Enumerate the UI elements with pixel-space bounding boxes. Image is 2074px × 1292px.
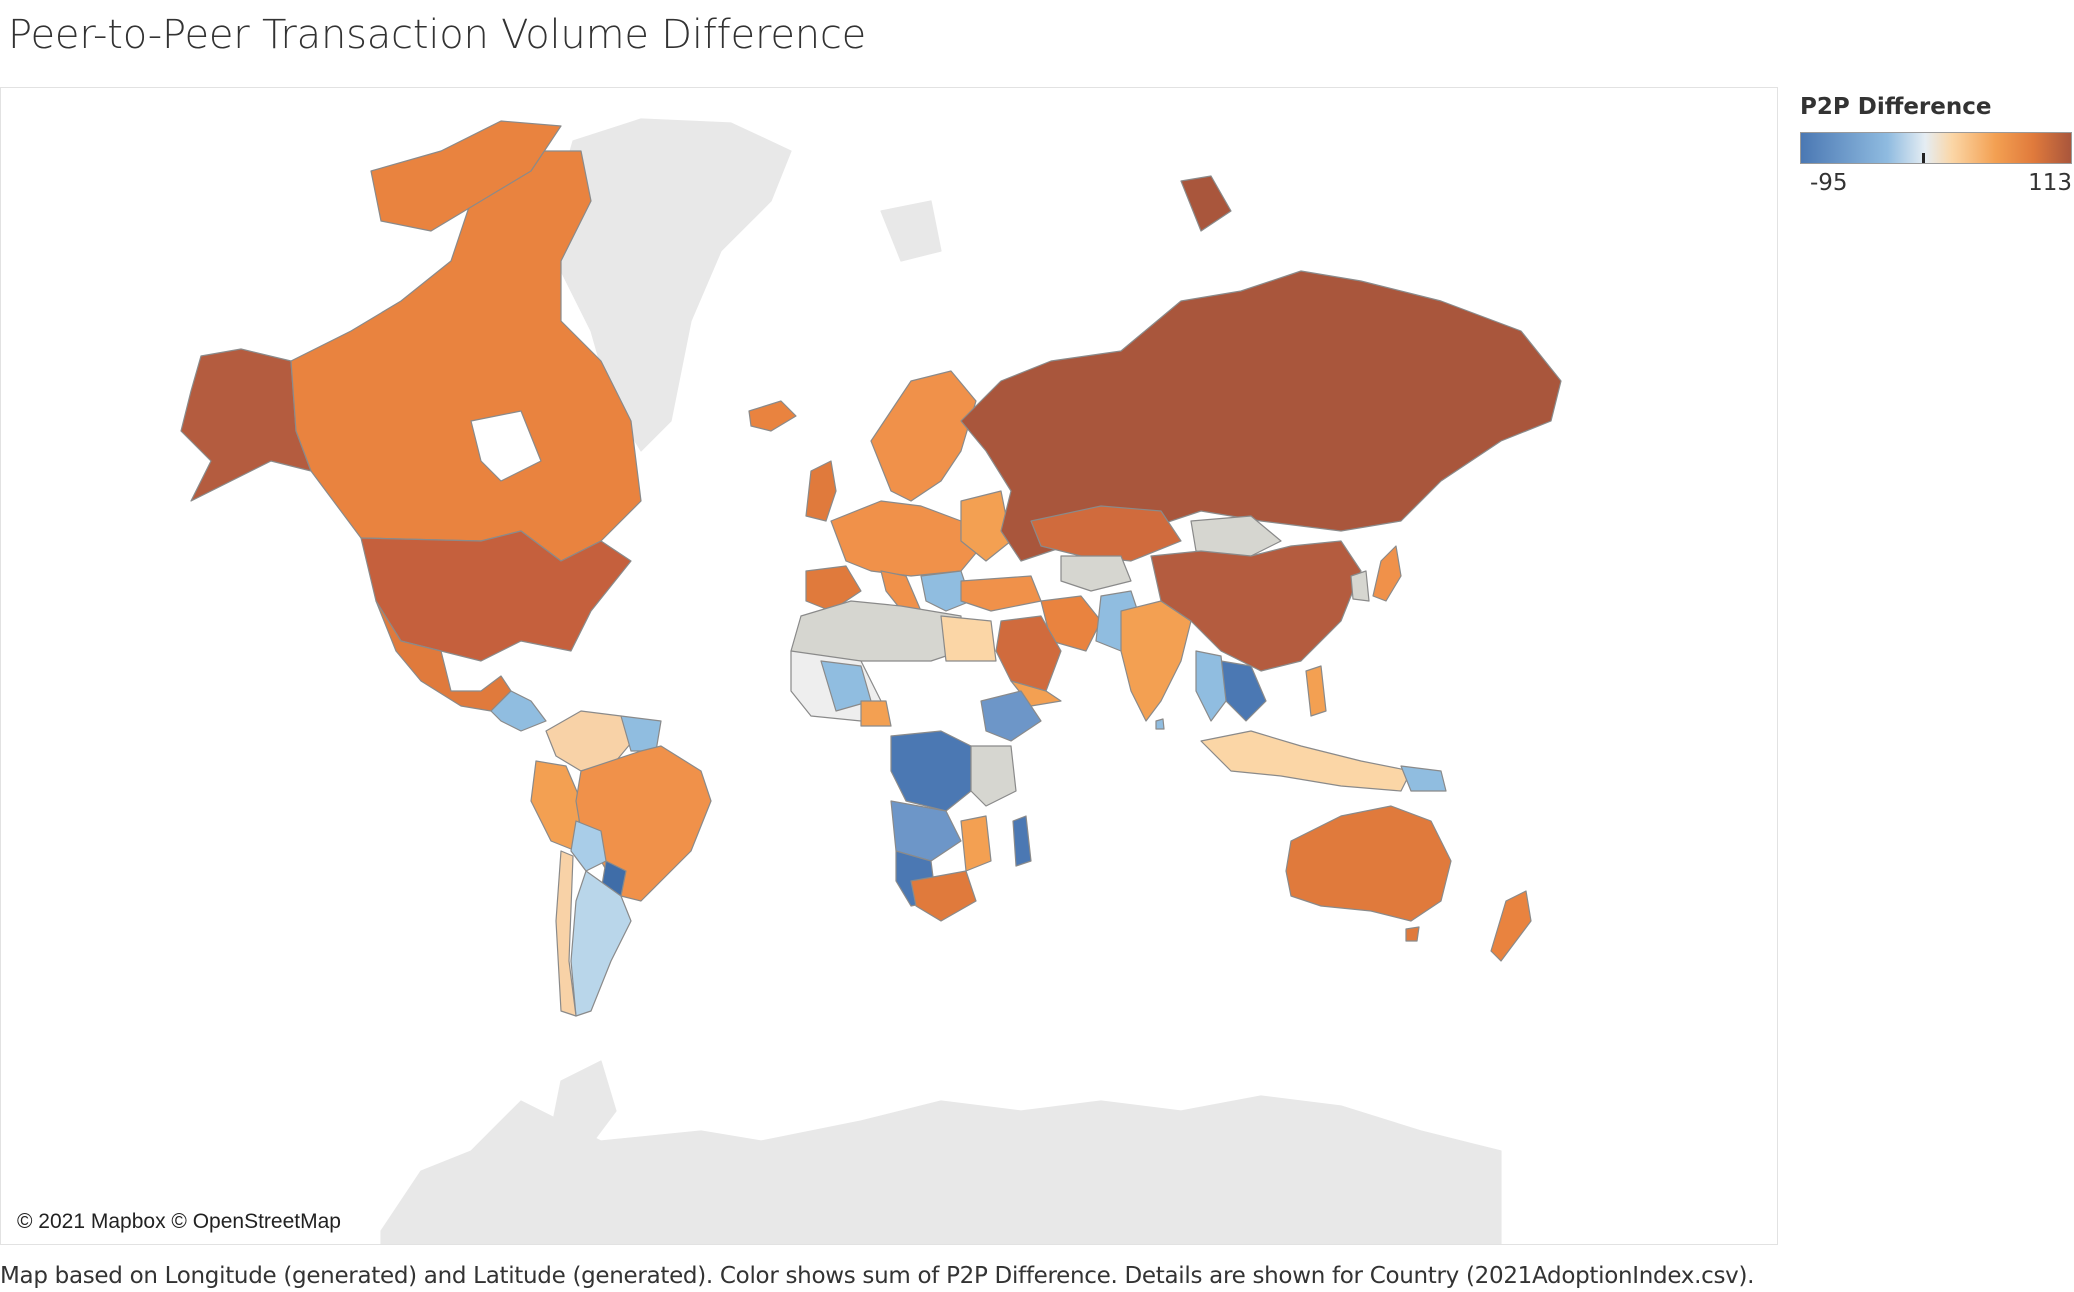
region-china[interactable]	[1150, 540, 1362, 672]
legend-title: P2P Difference	[1800, 94, 1992, 120]
region-angola-zambia[interactable]	[890, 800, 962, 862]
region-egypt[interactable]	[940, 615, 997, 662]
region-canada-arctic-islands[interactable]	[370, 120, 562, 232]
region-argentina[interactable]	[570, 870, 632, 1017]
region-australia[interactable]	[1285, 805, 1452, 922]
region-colombia-venezuela[interactable]	[545, 710, 642, 772]
region-india[interactable]	[1120, 600, 1192, 722]
region-japan[interactable]	[1372, 545, 1402, 602]
region-bolivia[interactable]	[570, 820, 607, 872]
chart-title: Peer-to-Peer Transaction Volume Differen…	[8, 12, 867, 58]
world-map[interactable]	[1, 88, 1778, 1245]
color-legend[interactable]: P2P Difference -95 113	[1800, 94, 2074, 200]
region-ghana-coast[interactable]	[860, 700, 892, 727]
region-sri-lanka[interactable]	[1155, 718, 1165, 730]
region-hudson-bay	[470, 410, 542, 482]
legend-max-label: 113	[2028, 170, 2072, 196]
region-mozambique[interactable]	[960, 815, 992, 872]
region-russia-arctic-islands[interactable]	[1180, 175, 1232, 232]
region-central-asia[interactable]	[1060, 555, 1132, 592]
region-central-africa-drc[interactable]	[890, 730, 972, 812]
region-papua[interactable]	[1400, 765, 1447, 792]
region-kazakhstan[interactable]	[1030, 505, 1182, 562]
region-indonesia-malaysia[interactable]	[1200, 730, 1412, 792]
legend-color-ramp	[1800, 132, 2072, 164]
region-turkey[interactable]	[960, 575, 1042, 612]
region-east-africa-horn[interactable]	[980, 690, 1042, 742]
antarctica-land	[380, 1095, 1502, 1244]
region-new-zealand[interactable]	[1490, 890, 1532, 962]
region-balkans[interactable]	[920, 570, 972, 612]
antarctic-peninsula-land	[550, 1060, 617, 1152]
region-russia[interactable]	[960, 270, 1562, 562]
legend-min-label: -95	[1810, 170, 1848, 196]
region-eastern-europe[interactable]	[960, 490, 1012, 562]
region-mongolia[interactable]	[1190, 515, 1282, 562]
region-madagascar[interactable]	[1012, 815, 1032, 867]
map-view[interactable]: © 2021 Mapbox © OpenStreetMap	[0, 87, 1778, 1245]
region-alaska[interactable]	[180, 348, 312, 502]
region-tasmania[interactable]	[1405, 926, 1420, 942]
region-kenya-tanzania[interactable]	[970, 745, 1017, 807]
region-mexico[interactable]	[375, 600, 512, 712]
region-iceland[interactable]	[748, 400, 797, 432]
map-attribution[interactable]: © 2021 Mapbox © OpenStreetMap	[11, 1208, 347, 1236]
region-scandinavia[interactable]	[870, 370, 977, 502]
legend-zero-tick	[1922, 153, 1925, 163]
region-uk[interactable]	[805, 460, 837, 522]
region-korea[interactable]	[1350, 570, 1370, 602]
svalbard-land	[880, 200, 942, 262]
map-caption: Map based on Longitude (generated) and L…	[0, 1263, 1755, 1289]
region-western-europe[interactable]	[830, 500, 987, 577]
region-philippines[interactable]	[1305, 665, 1327, 717]
region-chile[interactable]	[555, 850, 577, 1017]
region-south-africa[interactable]	[910, 870, 977, 922]
region-myanmar-thailand[interactable]	[1195, 650, 1227, 722]
region-iberia[interactable]	[805, 565, 862, 612]
greenland-land	[555, 118, 792, 452]
region-north-africa[interactable]	[790, 600, 962, 662]
region-central-america[interactable]	[490, 690, 547, 732]
